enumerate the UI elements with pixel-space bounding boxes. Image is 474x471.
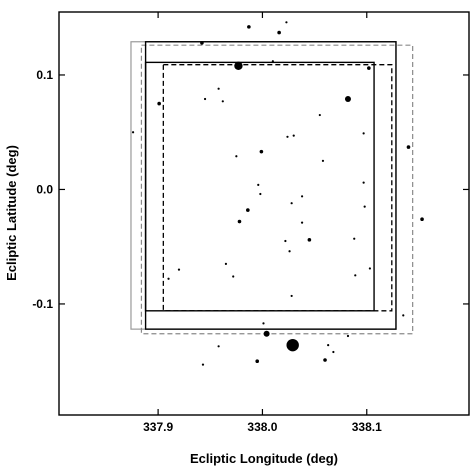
star-point bbox=[259, 149, 264, 154]
star-point bbox=[157, 101, 161, 106]
star-point bbox=[200, 41, 204, 45]
star-point bbox=[402, 314, 405, 317]
star-point bbox=[288, 250, 291, 253]
star-point bbox=[247, 25, 251, 29]
star-point bbox=[353, 237, 356, 240]
star-point bbox=[368, 267, 371, 270]
x-tick-label: 338.0 bbox=[247, 420, 277, 434]
star-point bbox=[217, 87, 220, 90]
star-point bbox=[307, 238, 312, 242]
star-point bbox=[203, 97, 207, 101]
star-point bbox=[362, 181, 365, 184]
x-tick-label: 337.9 bbox=[143, 420, 173, 434]
star-point bbox=[321, 159, 325, 162]
star-point bbox=[367, 66, 371, 70]
star-point bbox=[286, 135, 289, 138]
star-point bbox=[300, 221, 304, 224]
star-point bbox=[221, 100, 224, 103]
star-point bbox=[362, 132, 365, 135]
star-point bbox=[224, 262, 228, 265]
star-point bbox=[285, 21, 288, 24]
star-markers bbox=[131, 21, 424, 366]
star-point bbox=[201, 363, 205, 366]
star-point bbox=[284, 239, 287, 243]
star-point bbox=[277, 30, 281, 35]
star-point bbox=[290, 202, 293, 205]
star-point bbox=[177, 268, 181, 271]
star-point bbox=[259, 192, 262, 196]
star-point bbox=[263, 330, 270, 337]
star-point bbox=[332, 350, 335, 354]
y-axis-label: Ecliptic Latitude (deg) bbox=[4, 145, 19, 281]
star-point bbox=[300, 195, 304, 198]
star-point bbox=[420, 217, 424, 222]
x-axis-label: Ecliptic Longitude (deg) bbox=[190, 451, 338, 466]
star-point bbox=[255, 359, 260, 363]
star-point bbox=[354, 274, 357, 277]
field-outlines bbox=[130, 41, 414, 335]
star-point bbox=[257, 183, 260, 186]
y-tick-label: -0.1 bbox=[32, 297, 53, 311]
star-point bbox=[286, 338, 299, 352]
star-point bbox=[131, 131, 135, 134]
x-tick-label: 338.1 bbox=[352, 420, 382, 434]
star-point bbox=[271, 60, 274, 63]
star-point bbox=[246, 208, 250, 212]
star-point bbox=[290, 294, 293, 298]
star-point bbox=[323, 358, 327, 362]
plot-area-frame bbox=[58, 11, 470, 416]
star-point bbox=[262, 322, 265, 325]
star-point bbox=[234, 61, 243, 71]
field-outline-dashed-black bbox=[162, 64, 393, 312]
star-point bbox=[292, 134, 295, 137]
star-point bbox=[167, 277, 170, 280]
star-point bbox=[232, 275, 235, 278]
field-outline-solid-black bbox=[144, 41, 397, 330]
y-tick-label: 0.1 bbox=[36, 68, 53, 82]
star-point bbox=[327, 344, 330, 347]
star-point bbox=[346, 334, 350, 338]
star-point bbox=[318, 113, 321, 117]
star-point bbox=[363, 205, 366, 208]
y-tick-label: 0.0 bbox=[36, 182, 53, 196]
star-point bbox=[237, 219, 242, 224]
star-point bbox=[406, 145, 411, 149]
axis-ticks: 337.9 338.0 338.1 -0.1 0.0 0.1 bbox=[32, 12, 469, 434]
star-point bbox=[217, 345, 220, 348]
star-point bbox=[344, 96, 351, 103]
star-point bbox=[235, 155, 238, 158]
